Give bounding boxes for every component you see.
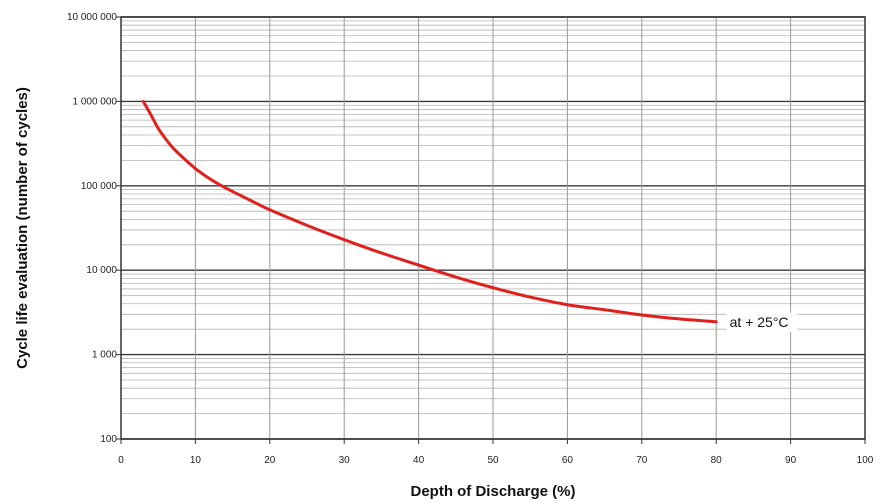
x-tick-label: 90 — [785, 455, 797, 466]
y-tick-label: 10 000 — [86, 265, 117, 276]
annotation-label: at + 25°C — [730, 314, 789, 330]
x-tick-label: 70 — [636, 455, 648, 466]
annotation-background — [726, 312, 798, 332]
series-line — [141, 99, 718, 324]
y-tick-label: 1 000 — [92, 350, 117, 361]
y-axis-title: Cycle life evaluation (number of cycles) — [14, 87, 31, 369]
x-tick-label: 50 — [487, 455, 499, 466]
y-tick-label: 10 000 000 — [67, 12, 117, 23]
y-tick-label: 1 000 000 — [73, 96, 118, 107]
x-tick-label: 20 — [264, 455, 276, 466]
series-lines — [141, 99, 718, 324]
x-axis-title: Depth of Discharge (%) — [410, 483, 575, 500]
y-tick-labels: 100 1 000 10 000 100 000 1 000 000 10 000 000 — [67, 12, 117, 445]
annotations: at + 25°C — [726, 312, 798, 332]
x-tick-labels: 0 10 20 30 40 50 60 70 80 90 100 — [118, 455, 874, 466]
x-tick-label: 40 — [413, 455, 425, 466]
x-tick-label: 100 — [857, 455, 874, 466]
y-tick-label: 100 — [100, 434, 117, 445]
y-tick-label: 100 000 — [81, 181, 118, 192]
x-tick-label: 10 — [190, 455, 202, 466]
plot-border — [120, 16, 866, 440]
x-tick-label: 80 — [711, 455, 723, 466]
x-tick-label: 60 — [562, 455, 574, 466]
x-tick-label: 0 — [118, 455, 124, 466]
x-tick-label: 30 — [339, 455, 351, 466]
